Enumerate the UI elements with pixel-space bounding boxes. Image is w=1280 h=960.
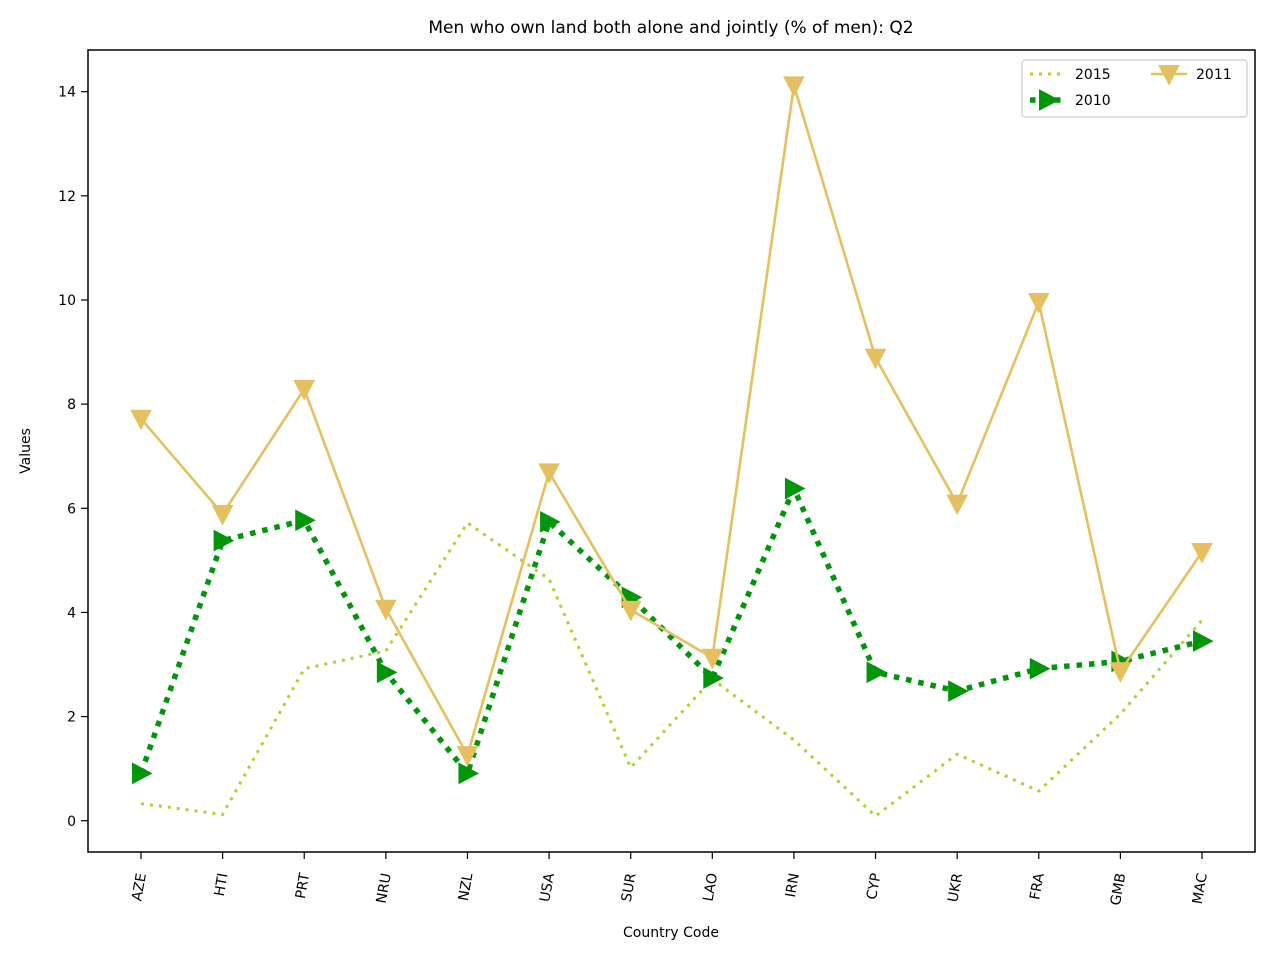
data-point-2011-FRA: [1027, 293, 1050, 314]
series-2010: [132, 477, 1214, 785]
legend: 2015 2010 2011: [1021, 59, 1248, 118]
data-point-2011-CYP: [864, 348, 887, 370]
x-tick-label: CYP: [864, 872, 884, 901]
data-point-2010-CYP: [866, 661, 888, 684]
data-point-2010-FRA: [1029, 657, 1051, 680]
data-point-2011-PRT: [293, 380, 316, 401]
legend-marker-2011: [1158, 65, 1180, 86]
data-point-2011-MAC: [1191, 543, 1213, 564]
data-point-2010-PRT: [295, 509, 316, 532]
plot-frame: [87, 49, 1256, 853]
legend-label-2011: 2011: [1196, 67, 1232, 83]
data-point-2010-UKR: [948, 680, 969, 702]
chart-title: Men who own land both alone and jointly …: [428, 18, 913, 38]
x-tick-label: LAO: [701, 872, 722, 903]
y-tick-label: 12: [58, 189, 76, 205]
x-tick-label: UKR: [945, 872, 966, 904]
x-tick-label: HTI: [212, 872, 232, 898]
series-2015: [140, 521, 1204, 818]
data-point-2010-MAC: [1193, 630, 1214, 652]
data-point-2010-USA: [540, 510, 561, 533]
data-point-2010-NRU: [376, 661, 398, 684]
y-tick-label: 8: [67, 397, 76, 413]
legend-label-2015: 2015: [1075, 67, 1111, 83]
x-tick-label: PRT: [293, 871, 313, 900]
y-tick-label: 4: [67, 605, 76, 621]
x-tick-label: NRU: [374, 872, 395, 905]
y-tick-label: 2: [67, 710, 76, 726]
data-point-2011-NRU: [375, 599, 397, 621]
data-point-2011-HTI: [211, 505, 234, 526]
data-point-2010-HTI: [213, 529, 235, 552]
data-point-2011-USA: [538, 463, 560, 484]
y-axis-label: Values: [18, 428, 34, 474]
x-tick-label: SUR: [619, 872, 640, 903]
x-tick-label: FRA: [1027, 872, 1047, 902]
data-point-2010-NZL: [458, 762, 480, 785]
data-point-2011-UKR: [946, 494, 968, 516]
plot-area: [130, 76, 1214, 818]
series-line-2010: [138, 485, 1203, 777]
legend-box: [1021, 59, 1248, 118]
data-point-2011-IRN: [783, 76, 805, 97]
x-tick-label: GMB: [1108, 872, 1129, 907]
y-tick-label: 10: [58, 293, 76, 309]
series-line-2011: [140, 84, 1204, 757]
x-axis-label: Country Code: [623, 925, 719, 941]
legend-label-2010: 2010: [1075, 93, 1111, 109]
data-point-2011-NZL: [456, 746, 479, 767]
data-point-2011-SUR: [619, 600, 642, 622]
x-tick-label: AZE: [129, 872, 150, 902]
data-point-2010-IRN: [784, 477, 806, 500]
y-tick-label: 14: [58, 85, 76, 101]
data-point-2011-GMB: [1109, 662, 1132, 683]
x-tick-label: IRN: [783, 872, 803, 899]
data-point-2010-AZE: [132, 762, 153, 785]
x-tick-label: NZL: [456, 872, 477, 902]
data-point-2011-LAO: [701, 648, 724, 670]
data-point-2011-AZE: [130, 409, 152, 431]
x-axis: AZE HTI PRT NRU NZL USA SUR LAO IRN CYP UKR FRA GMB M…: [129, 852, 1211, 907]
x-tick-label: USA: [537, 872, 558, 904]
y-axis: 0 2 4 6 8 10 12 14: [58, 85, 88, 830]
y-tick-label: 0: [67, 814, 76, 830]
x-tick-label: MAC: [1190, 872, 1211, 906]
y-tick-label: 6: [67, 501, 76, 517]
legend-marker-2010: [1039, 89, 1060, 111]
series-2011: [130, 76, 1213, 767]
data-point-2010-LAO: [703, 667, 724, 689]
series-line-2015: [140, 521, 1204, 818]
